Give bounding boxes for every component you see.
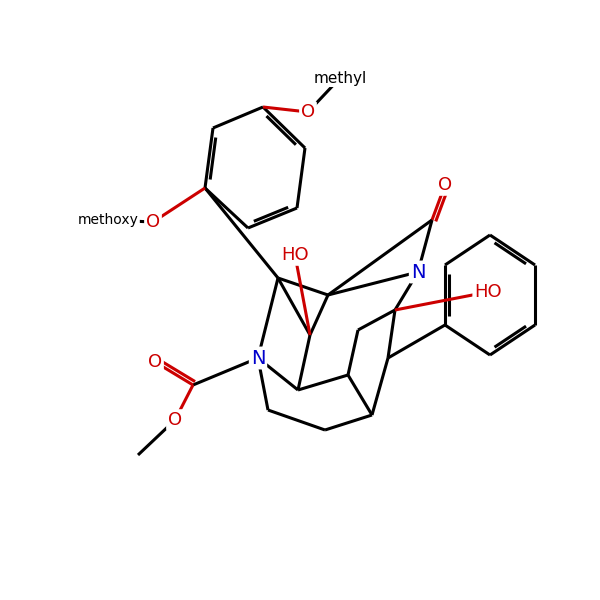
Text: O: O	[168, 411, 182, 429]
Text: O: O	[148, 353, 162, 371]
Text: HO: HO	[281, 246, 309, 264]
Text: methoxy: methoxy	[77, 213, 139, 227]
Text: O: O	[301, 103, 315, 121]
Text: methyl: methyl	[313, 70, 367, 85]
Text: O: O	[146, 213, 160, 231]
Text: HO: HO	[474, 283, 502, 301]
Text: O: O	[438, 176, 452, 194]
Text: N: N	[411, 263, 425, 281]
Text: N: N	[251, 349, 265, 367]
